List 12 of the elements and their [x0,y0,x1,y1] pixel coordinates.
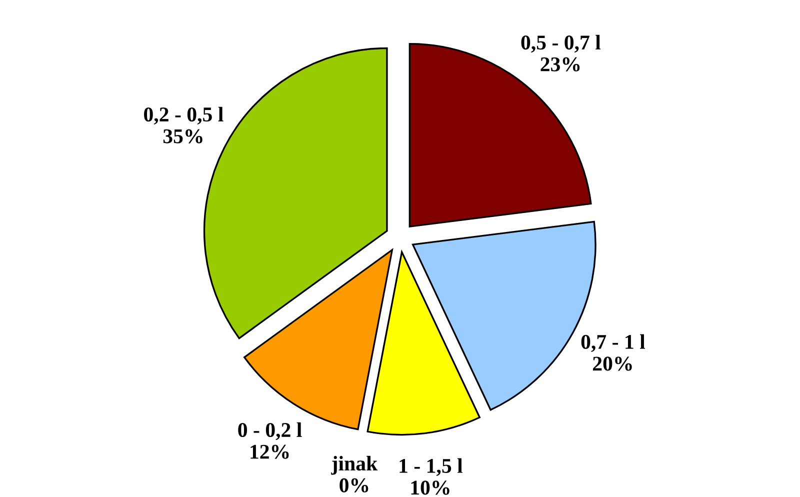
slice-label: 0,5 - 0,7 l [521,34,601,53]
text: 0% [340,478,368,492]
slice-label: 0,2 - 0,5 l [144,106,224,125]
data-label: 23% [540,57,580,72]
slice-label: 1 - 1,5 l [400,458,463,476]
slice-label: 0,7 - 1 l [581,334,646,352]
data-label: 10% [411,480,450,495]
data-label: 20% [593,356,632,371]
category-label: jinak [331,456,378,475]
data-label: 12% [250,444,289,459]
data-label: 35% [163,129,202,144]
slice-label: 0 - 0,2 l [238,422,302,440]
